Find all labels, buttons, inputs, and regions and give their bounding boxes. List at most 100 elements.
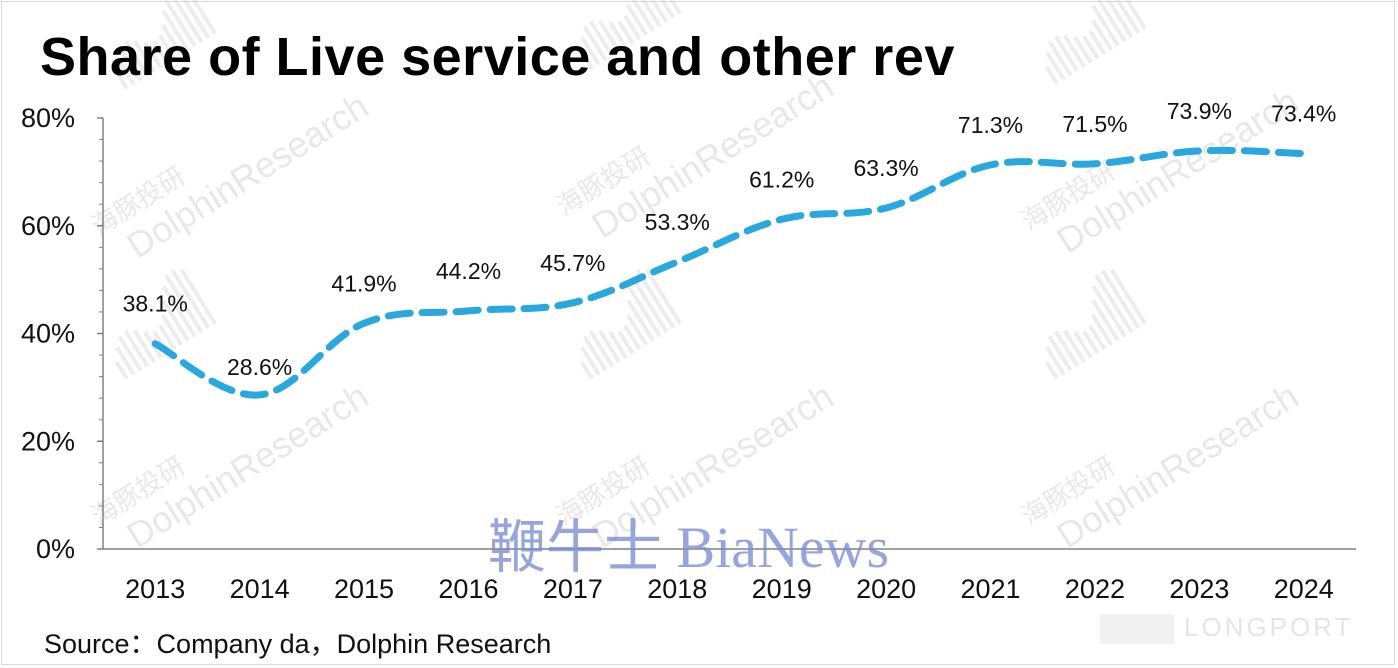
data-label: 61.2% — [749, 166, 814, 192]
watermark-bar — [644, 0, 682, 15]
watermark-bar — [626, 0, 655, 32]
x-tick-label: 2021 — [961, 574, 1021, 604]
data-label: 38.1% — [123, 291, 188, 317]
x-tick-label: 2013 — [125, 574, 185, 604]
watermark-bar — [1045, 51, 1066, 81]
source-note: Source：Company da，Dolphin Research — [44, 629, 552, 659]
watermark-bar — [115, 56, 136, 86]
watermark-bar — [608, 330, 628, 359]
watermark-bar — [617, 20, 635, 45]
watermark-bar — [1063, 329, 1086, 363]
watermark-bar — [160, 313, 183, 346]
y-tick-label: 40% — [21, 319, 75, 349]
watermark-bar — [580, 346, 601, 376]
axis-layer: 0% 20% 40% 60% 80% 2013 2014 2015 2016 2017 2018 20… — [21, 103, 1356, 604]
watermark-bar — [170, 269, 211, 329]
watermark-bar — [161, 9, 190, 52]
watermark-bar — [1091, 0, 1127, 43]
x-tick-label: 2014 — [230, 574, 290, 604]
series-line — [151, 146, 1308, 399]
watermark-bar — [598, 329, 621, 363]
data-label: 44.2% — [436, 258, 501, 284]
watermark-bar — [626, 299, 655, 342]
watermark-bar — [133, 329, 156, 363]
x-tick-label: 2016 — [438, 574, 498, 604]
data-label: 41.9% — [331, 270, 396, 296]
watermark-bar — [123, 40, 150, 78]
watermark-bar — [133, 39, 156, 73]
watermark-bar — [580, 36, 601, 66]
x-tick-label: 2017 — [543, 574, 603, 604]
longport-logo-icon — [1100, 614, 1174, 645]
watermark-bar — [608, 20, 628, 49]
y-tick-label: 80% — [21, 103, 75, 133]
watermark-bar — [158, 324, 177, 351]
watermark-bar — [598, 19, 621, 53]
watermark-bar — [1109, 0, 1147, 30]
watermark-bar — [117, 45, 143, 82]
longport-watermark: LONGPORT — [1100, 612, 1353, 645]
bianews-watermark: 鞭牛士 BiaNews — [488, 515, 890, 580]
watermark-bar — [1082, 330, 1100, 355]
watermark-bar — [1044, 65, 1059, 85]
watermark-bar — [579, 50, 594, 70]
data-label-layer: 38.1% 28.6% 41.9% 44.2% 45.7% 53.3% 61.2% 63.3%… — [123, 98, 1337, 380]
series-layer — [151, 146, 1308, 399]
x-tick-label: 2015 — [334, 574, 394, 604]
data-label: 53.3% — [645, 209, 710, 235]
watermark-bar — [1053, 35, 1080, 73]
watermark-bar — [625, 3, 648, 36]
x-tick-label: 2018 — [647, 574, 707, 604]
x-tick-label: 2020 — [856, 574, 916, 604]
x-tick-label: 2019 — [752, 574, 812, 604]
watermark-bar — [1073, 35, 1093, 64]
watermark-bar — [161, 299, 190, 342]
watermark-bar — [1047, 335, 1073, 372]
watermark-bar — [114, 70, 129, 90]
watermark-bar — [582, 25, 608, 62]
watermark-bar — [117, 335, 143, 372]
watermark-bar — [626, 285, 662, 338]
y-tick-label: 0% — [36, 534, 75, 564]
y-tick-label: 60% — [21, 211, 75, 241]
watermark-bar — [170, 0, 211, 39]
watermark-bar — [114, 360, 129, 380]
data-label: 73.9% — [1167, 98, 1232, 124]
watermark-bar — [1082, 35, 1100, 60]
y-tick-label: 20% — [21, 426, 75, 456]
watermark-bar — [635, 269, 676, 329]
data-label: 28.6% — [227, 354, 292, 380]
watermark-bar — [1090, 313, 1113, 346]
watermark-bar — [588, 20, 615, 58]
watermark-bar — [1091, 285, 1127, 338]
watermark-bar — [629, 274, 669, 334]
watermark-bar — [623, 14, 642, 41]
chart-title: Share of Live service and other rev — [40, 27, 955, 87]
watermark-bar — [629, 0, 669, 24]
watermark-bar — [1094, 274, 1134, 334]
watermark-bar — [1100, 0, 1141, 34]
watermark-bar — [1045, 346, 1066, 376]
watermark-bar — [179, 268, 217, 325]
watermark-bar — [623, 324, 642, 351]
watermark-bar — [143, 40, 163, 69]
watermark-bar — [1073, 330, 1093, 359]
data-label: 71.5% — [1062, 111, 1127, 137]
watermark-bar — [1047, 40, 1073, 77]
watermark-bar — [635, 0, 676, 19]
watermark-bar — [164, 274, 204, 334]
watermark-bar — [1044, 360, 1059, 380]
watermark-bar — [579, 360, 594, 380]
x-tick-label: 2022 — [1065, 574, 1125, 604]
watermark-bar — [161, 0, 197, 48]
watermark-bar — [1091, 299, 1120, 342]
watermark-bar — [160, 23, 183, 56]
watermark-bar — [115, 346, 136, 376]
watermark-bar — [164, 0, 204, 44]
x-tick-label: 2024 — [1274, 574, 1334, 604]
watermark-bar — [123, 330, 150, 368]
